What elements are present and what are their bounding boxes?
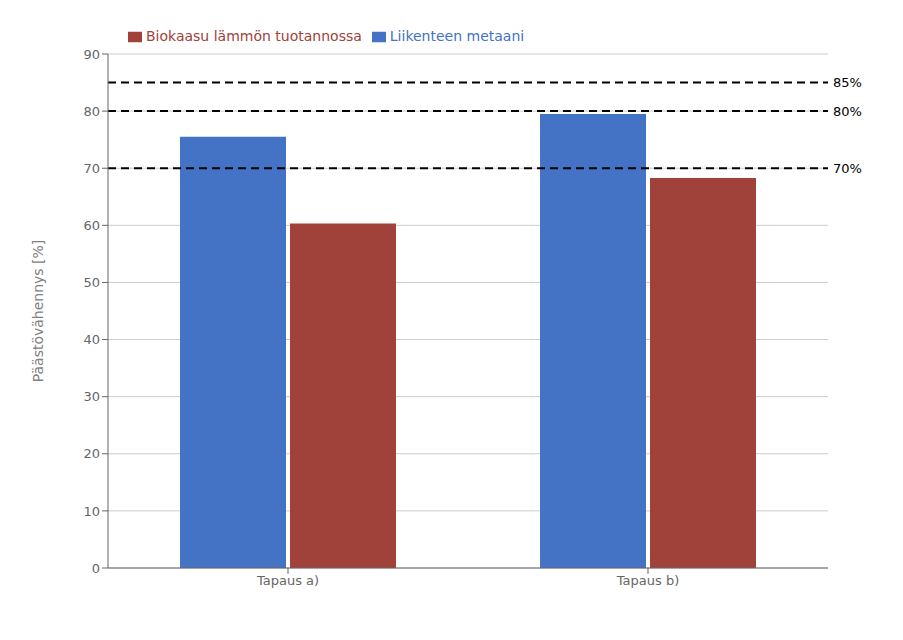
svg-text:Tapaus a): Tapaus a) [256, 573, 319, 588]
svg-text:10: 10 [83, 504, 100, 519]
svg-text:80: 80 [83, 104, 100, 119]
svg-text:20: 20 [83, 446, 100, 461]
svg-text:60: 60 [83, 218, 100, 233]
svg-text:70: 70 [83, 161, 100, 176]
svg-text:85%: 85% [833, 75, 862, 90]
svg-text:80%: 80% [833, 104, 862, 119]
html-text:Liikenteen metaani: Liikenteen metaani [389, 28, 525, 44]
svg-text:Tapaus b): Tapaus b) [616, 573, 679, 588]
svg-text:0: 0 [92, 561, 100, 576]
svg-text:30: 30 [83, 389, 100, 404]
svg-text:70%: 70% [833, 161, 862, 176]
svg-text:90: 90 [83, 47, 100, 62]
svg-text:40: 40 [83, 332, 100, 347]
html-text:Biokaasu lämmön tuotannossa: Biokaasu lämmön tuotannossa [146, 28, 362, 44]
svg-text:Päästövähennys [%]: Päästövähennys [%] [30, 240, 46, 383]
svg-text:50: 50 [83, 275, 100, 290]
